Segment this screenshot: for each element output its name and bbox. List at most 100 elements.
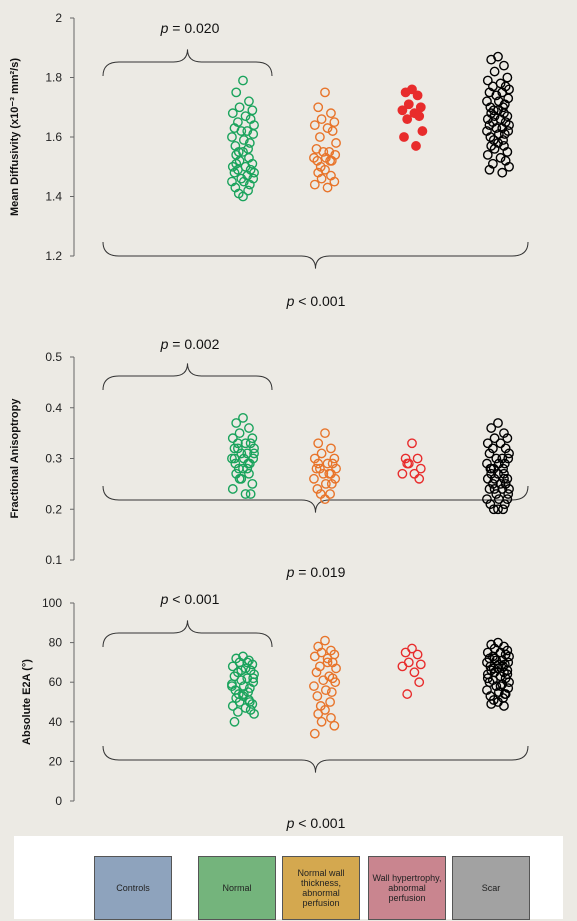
top-bracket: [102, 620, 273, 648]
p-value-bottom: p < 0.001: [286, 293, 346, 309]
data-point: [234, 102, 245, 113]
data-point: [489, 433, 500, 444]
data-point: [227, 108, 238, 119]
data-point: [400, 647, 411, 658]
data-point: [502, 665, 513, 676]
data-point: [499, 701, 509, 711]
data-point: [484, 164, 495, 175]
data-point: [329, 453, 340, 464]
data-point: [232, 438, 243, 449]
data-point: [412, 649, 423, 660]
data-point: [309, 651, 320, 662]
data-point: [248, 673, 259, 684]
data-point: [249, 708, 259, 719]
data-point: [238, 176, 249, 187]
data-point: [493, 418, 503, 428]
data-point: [236, 448, 247, 459]
data-point: [329, 720, 340, 731]
top-bracket: [102, 363, 273, 391]
data-point: [497, 484, 508, 494]
data-point: [316, 114, 327, 125]
data-point: [326, 478, 337, 489]
data-point: [397, 105, 408, 116]
p-value-top: p = 0.020: [160, 20, 220, 36]
bottom-bracket: [102, 485, 529, 513]
data-point: [502, 72, 513, 83]
data-point: [491, 90, 502, 101]
data-point: [227, 701, 238, 711]
data-point: [325, 489, 335, 499]
data-point: [314, 463, 325, 474]
data-point: [486, 463, 497, 474]
y-tick-label: 0.4: [45, 401, 62, 415]
data-point: [415, 463, 426, 474]
data-point: [403, 99, 414, 110]
y-tick-label: 0.5: [45, 350, 62, 364]
bottom-bracket: [102, 745, 529, 773]
data-point: [231, 468, 242, 479]
series-1: [227, 75, 259, 202]
data-point: [313, 708, 324, 719]
data-point: [486, 699, 497, 709]
data-point: [485, 499, 496, 510]
y-tick-label: 1.4: [45, 190, 62, 204]
data-point: [482, 114, 493, 125]
data-point: [482, 75, 493, 86]
data-point: [326, 687, 337, 697]
data-point: [247, 478, 258, 489]
data-point: [227, 132, 237, 142]
data-point: [244, 96, 254, 107]
data-point: [491, 123, 502, 133]
data-point: [312, 691, 323, 701]
data-point: [500, 443, 511, 454]
p-value-top: p = 0.002: [160, 336, 220, 352]
data-point: [412, 453, 423, 464]
data-point: [318, 468, 329, 479]
y-tick-label: 40: [49, 715, 63, 729]
data-point: [504, 677, 514, 688]
data-point: [236, 473, 247, 484]
data-point: [331, 138, 341, 148]
data-point: [231, 418, 242, 428]
data-point: [397, 468, 408, 479]
data-point: [309, 473, 319, 484]
series-4: [482, 51, 514, 178]
data-point: [245, 489, 256, 499]
data-point: [498, 504, 508, 515]
y-tick-label: 0.3: [45, 452, 62, 466]
data-point: [318, 146, 329, 157]
data-point: [331, 663, 341, 674]
data-point: [247, 105, 258, 116]
data-point: [488, 663, 499, 674]
legend-label: Wall hypertrophy, abnormal perfusion: [372, 873, 442, 903]
data-point: [244, 468, 254, 479]
legend-item-normal-wall-abnormal-perfusion: Normal wall thickness, abnormal perfusio…: [282, 856, 360, 920]
data-point: [316, 173, 327, 184]
data-point: [231, 158, 242, 169]
data-point: [238, 412, 248, 423]
data-point: [249, 448, 259, 459]
data-point: [313, 102, 324, 113]
data-point: [482, 494, 492, 504]
data-point: [503, 489, 514, 499]
data-point: [487, 443, 498, 454]
data-point: [414, 111, 425, 122]
data-point: [482, 149, 493, 160]
data-point: [248, 129, 259, 139]
y-tick-label: 0.2: [45, 502, 62, 516]
data-point: [502, 433, 513, 444]
data-point: [322, 123, 333, 133]
data-point: [486, 468, 497, 479]
data-point: [489, 66, 500, 77]
data-point: [327, 126, 338, 136]
data-point: [495, 478, 506, 489]
data-point: [230, 458, 241, 469]
data-point: [504, 448, 514, 459]
data-point: [229, 167, 240, 178]
series-2: [309, 635, 341, 739]
data-point: [245, 438, 256, 449]
data-point: [497, 87, 508, 98]
legend: Controls Normal Normal wall thickness, a…: [14, 836, 563, 920]
data-point: [502, 473, 513, 484]
